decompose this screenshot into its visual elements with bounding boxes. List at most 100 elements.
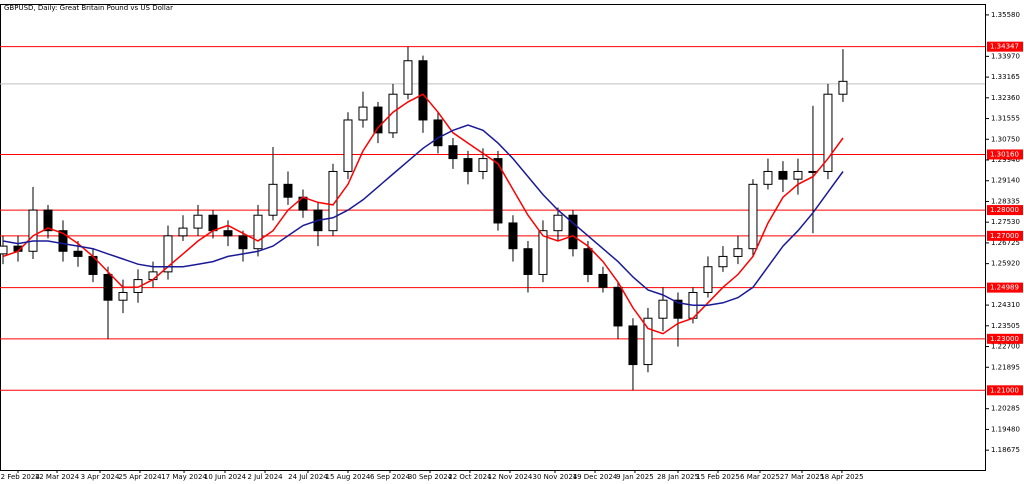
- y-tick-label: 1.22700: [991, 343, 1020, 351]
- x-tick-label: 27 Mar 2025: [780, 473, 824, 481]
- candle-body: [673, 299, 683, 319]
- moving-average: [2, 124, 844, 307]
- y-tick-label: 1.21895: [991, 363, 1020, 371]
- x-tick-label: 12 Nov 2024: [488, 473, 533, 481]
- x-tick-label: 30 Nov 2024: [533, 473, 578, 481]
- candle-body: [433, 119, 443, 147]
- level-label-box: [987, 41, 1023, 52]
- level-label: 1.24989: [990, 284, 1019, 292]
- candle-body: [43, 209, 53, 232]
- candle-body: [148, 271, 158, 281]
- x-tick-label: 10 Jun 2024: [204, 473, 247, 481]
- candle-body: [163, 235, 173, 273]
- y-tick-label: 1.33970: [991, 52, 1020, 60]
- level-label: 1.27000: [990, 232, 1019, 240]
- candle-body: [733, 248, 743, 257]
- x-tick-label: 19 Dec 2024: [573, 473, 618, 481]
- level-label-box: [987, 333, 1023, 344]
- level-label-box: [987, 149, 1023, 160]
- y-tick-label: 1.30750: [991, 135, 1020, 143]
- y-tick-label: 1.31555: [991, 115, 1020, 123]
- candle-body: [583, 248, 593, 275]
- candle-body: [838, 80, 848, 95]
- candle-body: [793, 170, 803, 180]
- y-tick-label: 1.19480: [991, 425, 1020, 433]
- x-tick-label: 30 Sep 2024: [408, 473, 453, 481]
- candle-body: [208, 214, 218, 232]
- candle-body: [223, 230, 233, 237]
- candle-body: [763, 170, 773, 185]
- x-tick-label: 22 Oct 2024: [448, 473, 492, 481]
- candle-body: [463, 158, 473, 172]
- candle-body: [613, 286, 623, 327]
- x-tick-label: 12 Mar 2024: [35, 473, 80, 481]
- level-label-box: [987, 282, 1023, 293]
- candle-body: [403, 60, 413, 95]
- y-tick-label: 1.33165: [991, 73, 1020, 81]
- y-tick-label: 1.25920: [991, 260, 1020, 268]
- level-label: 1.23000: [990, 335, 1019, 343]
- moving-average: [2, 93, 844, 335]
- candle-body: [493, 158, 503, 224]
- candle-body: [478, 158, 488, 172]
- candle-body: [508, 222, 518, 250]
- candle-body: [823, 93, 833, 172]
- x-tick-label: 18 Apr 2025: [820, 473, 863, 481]
- y-tick-label: 1.32360: [991, 94, 1020, 102]
- candle-body: [538, 230, 548, 275]
- candle-body: [238, 235, 248, 250]
- x-tick-label: 6 Mar 2025: [740, 473, 780, 481]
- candle-body: [253, 214, 263, 250]
- candle-body: [388, 93, 398, 134]
- level-label-box: [987, 385, 1023, 396]
- y-tick-label: 1.20285: [991, 405, 1020, 413]
- candle-body: [448, 145, 458, 160]
- y-tick-label: 1.29946: [991, 156, 1020, 164]
- candle-body: [28, 209, 38, 252]
- candle-body: [58, 230, 68, 252]
- y-tick-label: 1.18675: [991, 446, 1020, 454]
- candle-body: [328, 170, 338, 232]
- y-tick-label: 1.35580: [991, 11, 1020, 19]
- chart-title: GBPUSD, Daily: Great Britain Pound vs US…: [4, 4, 173, 12]
- candle-body: [643, 317, 653, 366]
- x-tick-label: 25 Apr 2024: [118, 473, 162, 481]
- x-tick-label: 28 Jan 2025: [657, 473, 699, 481]
- candle-body: [193, 214, 203, 229]
- x-tick-label: 15 Aug 2024: [326, 473, 371, 481]
- x-tick-label: 6 Sep 2024: [370, 473, 410, 481]
- level-label-box: [987, 205, 1023, 216]
- level-label-box: [987, 230, 1023, 241]
- x-tick-label: 15 Feb 2025: [696, 473, 740, 481]
- candle-body: [418, 60, 428, 121]
- candle-body: [628, 325, 638, 366]
- candle-body: [0, 245, 8, 255]
- plot-frame: [0, 4, 986, 471]
- x-tick-label: 3 Apr 2024: [81, 473, 120, 481]
- x-tick-label: 22 Feb 2024: [0, 473, 40, 481]
- candle-body: [598, 273, 608, 288]
- level-label: 1.34347: [990, 43, 1019, 51]
- level-label: 1.30160: [990, 150, 1019, 158]
- candle-body: [703, 266, 713, 293]
- candle-body: [103, 273, 113, 301]
- y-tick-label: 1.24310: [991, 301, 1020, 309]
- y-tick-label: 1.23505: [991, 322, 1020, 330]
- candle-body: [718, 255, 728, 268]
- level-label: 1.28000: [990, 206, 1019, 214]
- candle-body: [778, 170, 788, 180]
- candle-body: [523, 248, 533, 275]
- x-tick-label: 24 Jul 2024: [288, 473, 328, 481]
- y-tick-label: 1.29140: [991, 177, 1020, 185]
- candle-body: [268, 183, 278, 216]
- candle-body: [118, 291, 128, 301]
- y-tick-label: 1.28335: [991, 197, 1020, 205]
- candle-body: [553, 214, 563, 232]
- candle-body: [748, 183, 758, 250]
- level-label: 1.21000: [990, 386, 1019, 394]
- candle-body: [343, 119, 353, 172]
- candle-body: [178, 227, 188, 237]
- candle-body: [373, 106, 383, 134]
- candle-body: [283, 183, 293, 198]
